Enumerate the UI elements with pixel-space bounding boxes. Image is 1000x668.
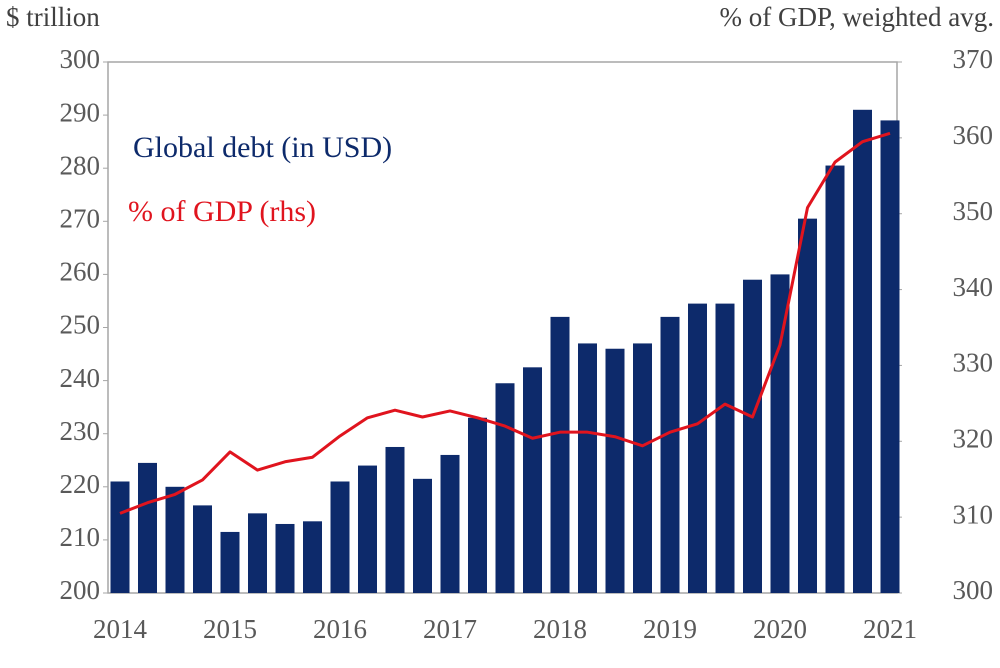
- bar: [440, 454, 460, 593]
- y2-tick-label: 300: [953, 575, 994, 605]
- bar: [330, 481, 350, 593]
- bar: [413, 478, 432, 593]
- bar: [605, 348, 625, 593]
- y2-tick-label: 370: [953, 44, 994, 74]
- bar: [358, 465, 377, 593]
- x-tick-label: 2020: [753, 614, 807, 644]
- x-tick-label: 2015: [203, 614, 257, 644]
- bar: [825, 165, 845, 594]
- y-tick-label: 240: [60, 363, 101, 393]
- bar: [193, 505, 212, 593]
- y-tick-label: 280: [60, 150, 101, 180]
- bar: [688, 303, 707, 593]
- bar: [743, 279, 762, 593]
- bar: [468, 417, 487, 593]
- bar: [495, 383, 515, 593]
- y-tick-label: 200: [60, 575, 101, 605]
- bar: [248, 513, 267, 593]
- bar: [385, 446, 405, 593]
- y-tick-label: 260: [60, 257, 101, 287]
- bar: [715, 303, 735, 593]
- x-tick-label: 2018: [533, 614, 587, 644]
- y-axis-title: $ trillion: [6, 2, 100, 32]
- bar: [523, 367, 542, 593]
- legend-bar: Global debt (in USD): [133, 131, 392, 164]
- y2-tick-label: 320: [953, 423, 994, 453]
- x-tick-label: 2014: [93, 614, 148, 644]
- bar: [275, 523, 295, 593]
- bar: [633, 343, 652, 593]
- bar: [798, 218, 817, 593]
- bar: [660, 316, 680, 593]
- bar: [165, 486, 185, 593]
- y-tick-label: 220: [60, 469, 101, 499]
- y-tick-label: 300: [60, 44, 101, 74]
- y2-tick-label: 350: [953, 196, 994, 226]
- y2-tick-label: 310: [953, 499, 994, 529]
- y2-tick-label: 360: [953, 120, 994, 150]
- y-tick-label: 230: [60, 416, 101, 446]
- y2-axis-title: % of GDP, weighted avg.: [720, 2, 994, 32]
- bar: [770, 274, 790, 593]
- y-tick-label: 290: [60, 97, 101, 127]
- bar: [220, 531, 240, 593]
- x-tick-label: 2016: [313, 614, 367, 644]
- y-tick-label: 270: [60, 204, 101, 234]
- bar: [550, 316, 570, 593]
- y-tick-label: 250: [60, 310, 101, 340]
- bar: [853, 109, 872, 593]
- bar: [880, 120, 900, 593]
- y2-tick-label: 340: [953, 272, 994, 302]
- y-tick-label: 210: [60, 522, 101, 552]
- line: [119, 131, 891, 515]
- x-tick-label: 2019: [643, 614, 697, 644]
- bar: [578, 343, 597, 593]
- bar: [110, 481, 130, 593]
- x-tick-label: 2017: [423, 614, 477, 644]
- bar: [138, 462, 157, 593]
- bar: [303, 521, 322, 593]
- x-tick-label: 2021: [863, 614, 917, 644]
- legend-line: % of GDP (rhs): [128, 195, 316, 228]
- y2-tick-label: 330: [953, 348, 994, 378]
